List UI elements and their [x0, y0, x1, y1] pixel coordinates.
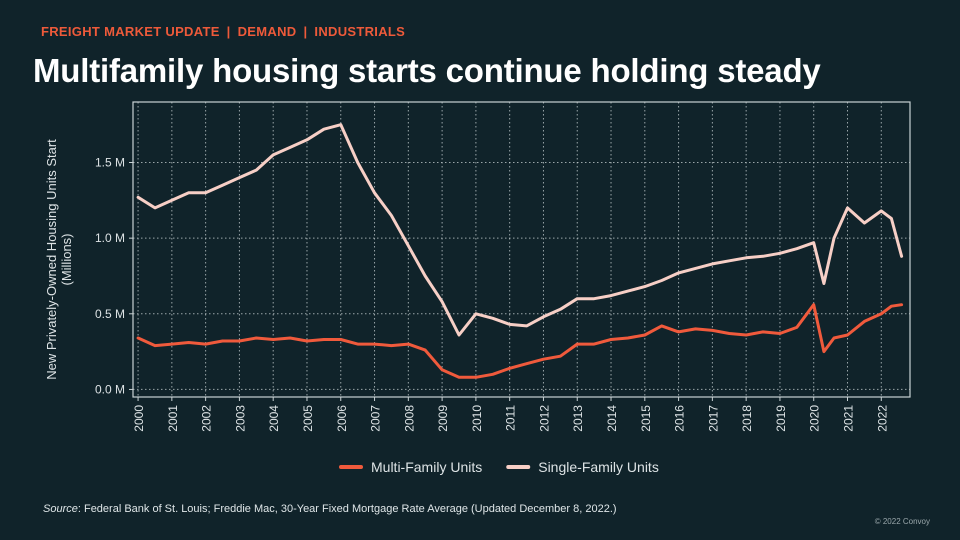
x-tick-label: 2021 [842, 405, 856, 432]
kicker-item-industrials: INDUSTRIALS [314, 24, 406, 39]
x-tick-label: 2000 [132, 405, 146, 432]
kicker-item-demand: DEMAND [237, 24, 297, 39]
x-tick-label: 2017 [706, 405, 720, 432]
x-tick-label: 2019 [774, 405, 788, 432]
x-tick-label: 2020 [808, 405, 822, 432]
y-axis-label: New Privately-Owned Housing Units Start(… [44, 139, 74, 380]
copyright: © 2022 Convoy [874, 517, 930, 526]
x-tick-label: 2009 [436, 405, 450, 432]
y-tick-label: 0.5 M [95, 307, 125, 321]
x-tick-label: 2008 [402, 405, 416, 432]
x-tick-label: 2007 [369, 405, 383, 432]
x-tick-label: 2011 [504, 405, 518, 431]
kicker-separator: | [226, 24, 231, 39]
source-note: Source: Federal Bank of St. Louis; Fredd… [43, 503, 617, 515]
series-line-multi-family-units [136, 303, 904, 379]
source-text: : Federal Bank of St. Louis; Freddie Mac… [77, 503, 617, 515]
kicker-item-freight-market-update: FREIGHT MARKET UPDATE [41, 24, 220, 39]
page-title: Multifamily housing starts continue hold… [33, 52, 821, 89]
x-tick-label: 2012 [537, 405, 551, 432]
x-tick-label: 2010 [470, 405, 484, 432]
kicker-separator: | [303, 24, 308, 39]
x-tick-label: 2004 [267, 405, 281, 432]
legend-label-multi-family-units: Multi-Family Units [371, 459, 482, 475]
y-tick-label: 1.0 M [95, 231, 125, 245]
x-tick-label: 2015 [639, 405, 653, 432]
x-tick-label: 2005 [301, 405, 315, 432]
x-tick-label: 2014 [605, 405, 619, 432]
series-line-single-family-units [136, 123, 904, 337]
plot-frame [132, 101, 911, 398]
source-label: Source [43, 503, 78, 515]
x-tick-label: 2016 [673, 405, 687, 432]
y-tick-label: 1.5 M [95, 156, 125, 170]
x-tick-label: 2002 [200, 405, 214, 432]
x-tick-label: 2006 [335, 405, 349, 432]
x-tick-label: 2022 [875, 405, 889, 432]
legend-label-single-family-units: Single-Family Units [538, 459, 659, 475]
y-tick-label: 0.0 M [95, 382, 125, 396]
section-kicker: FREIGHT MARKET UPDATE | DEMAND | INDUSTRIALS [41, 24, 405, 39]
x-tick-label: 2001 [166, 405, 180, 432]
x-tick-label: 2013 [571, 405, 585, 432]
x-tick-label: 2003 [233, 405, 247, 432]
x-tick-label: 2018 [740, 405, 754, 432]
